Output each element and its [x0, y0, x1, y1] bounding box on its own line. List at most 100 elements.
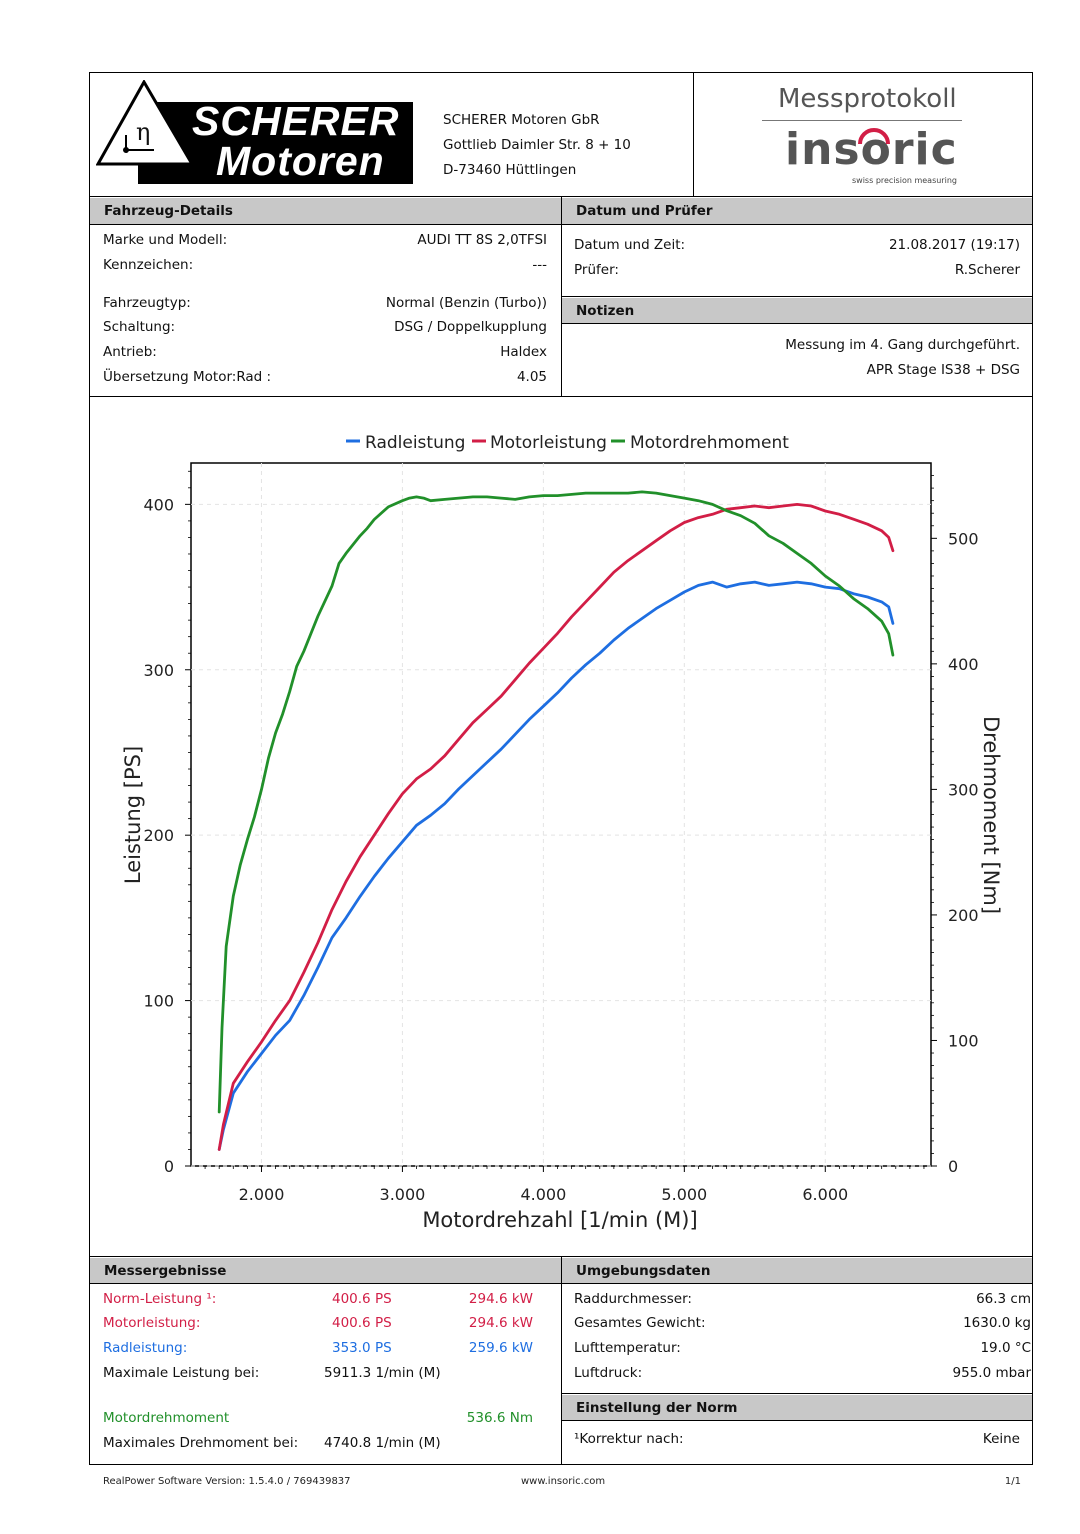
plot-area: [190, 462, 932, 1167]
env-value: 955.0 mbar: [952, 1365, 1031, 1381]
y2-axis-label: Drehmoment [Nm]: [979, 716, 1003, 914]
wheel-power-ps: 353.0 PS: [332, 1340, 392, 1356]
date-value: 21.08.2017 (19:17): [888, 237, 1020, 253]
address-line: Gottlieb Daimler Str. 8 + 10: [443, 137, 631, 153]
tester-value: R.Scherer: [954, 262, 1020, 278]
x-tick-label: 2.000: [239, 1185, 285, 1204]
divider: [561, 1393, 1033, 1394]
y2-tick-label: 400: [948, 655, 979, 674]
legend-motor: Motorleistung: [490, 433, 607, 453]
vehicle-value: DSG / Doppelkupplung: [394, 319, 547, 335]
y-tick-label: 400: [143, 495, 174, 514]
norm-value: Keine: [982, 1431, 1020, 1447]
vehicle-label: Schaltung:: [103, 319, 176, 335]
divider: [89, 396, 1033, 397]
vehicle-header: Fahrzeug-Details: [90, 198, 561, 225]
y-tick-label: 300: [143, 661, 174, 680]
vehicle-label: Kennzeichen:: [103, 257, 194, 273]
company-address: SCHERER Motoren GbR Gottlieb Daimler Str…: [443, 108, 631, 183]
vehicle-label: Übersetzung Motor:Rad :: [103, 369, 272, 385]
logo-symbol: η: [136, 118, 151, 146]
y2-tick-label: 0: [948, 1157, 958, 1176]
motor-power-ps: 400.6 PS: [332, 1315, 392, 1331]
insoric-logo-text: insoric: [785, 124, 958, 175]
vehicle-value: AUDI TT 8S 2,0TFSI: [417, 232, 547, 248]
torque-label: Motordrehmoment: [103, 1410, 230, 1426]
vehicle-value: Haldex: [500, 344, 547, 360]
document-title: Messprotokoll: [778, 84, 957, 114]
norm-label: ¹Korrektur nach:: [574, 1431, 684, 1447]
notes-header: Notizen: [562, 298, 1032, 324]
y-tick-label: 0: [164, 1157, 174, 1176]
page-number: 1/1: [1004, 1476, 1021, 1487]
vehicle-value: ---: [532, 257, 547, 273]
divider: [561, 1256, 562, 1465]
y2-tick-label: 200: [948, 906, 979, 925]
legend-torque: Motordrehmoment: [630, 433, 789, 453]
insoric-logo: insoric: [785, 124, 957, 175]
x-tick-label: 6.000: [802, 1185, 848, 1204]
y-axis-label: Leistung [PS]: [121, 746, 145, 884]
torque-value: 536.6 Nm: [466, 1410, 533, 1426]
env-label: Raddurchmesser:: [574, 1291, 692, 1307]
max-power-value: 5911.3 1/min (M): [324, 1365, 441, 1381]
grid: [191, 463, 931, 1167]
norm-power-kw: 294.6 kW: [468, 1291, 533, 1307]
y-tick-label: 200: [143, 826, 174, 845]
scherer-logo: η SCHERER Motoren: [96, 80, 416, 188]
motor-power-kw: 294.6 kW: [468, 1315, 533, 1331]
x-tick-label: 4.000: [520, 1185, 566, 1204]
logo-triangle-icon: [96, 80, 413, 184]
vehicle-value: Normal (Benzin (Turbo)): [385, 295, 547, 311]
brand-tagline: swiss precision measuring: [852, 176, 957, 185]
environment-header: Umgebungsdaten: [562, 1258, 1032, 1284]
power-torque-chart: Radleistung Motorleistung Motordrehmomen…: [121, 433, 1003, 1232]
legend-rad: Radleistung: [365, 433, 465, 453]
norm-power-ps: 400.6 PS: [332, 1291, 392, 1307]
env-value: 19.0 °C: [980, 1340, 1031, 1356]
wheel-power-kw: 259.6 kW: [468, 1340, 533, 1356]
vehicle-label: Fahrzeugtyp:: [103, 295, 191, 311]
series-lines: [217, 490, 895, 1151]
axis-ticks: 2.000 3.000 4.000 5.000 6.000 0 100 200 300 400 0 1…: [143, 470, 979, 1204]
wheel-power-label: Radleistung:: [103, 1340, 188, 1356]
x-tick-label: 5.000: [661, 1185, 707, 1204]
vehicle-value: 4.05: [516, 369, 547, 385]
address-line: SCHERER Motoren GbR: [443, 112, 600, 128]
series-radleistung: [217, 580, 895, 1151]
y2-tick-label: 500: [948, 529, 979, 548]
env-label: Lufttemperatur:: [574, 1340, 681, 1356]
series-motorleistung: [217, 503, 895, 1151]
software-version: RealPower Software Version: 1.5.4.0 / 76…: [103, 1476, 351, 1487]
website-link[interactable]: www.insoric.com: [521, 1476, 606, 1487]
brand-block: Messprotokoll insoric swiss precision me…: [740, 82, 985, 190]
notes-line: Messung im 4. Gang durchgeführt.: [785, 337, 1020, 353]
x-tick-label: 3.000: [380, 1185, 426, 1204]
motor-power-label: Motorleistung:: [103, 1315, 201, 1331]
norm-power-label: Norm-Leistung ¹:: [103, 1291, 217, 1307]
results-header: Messergebnisse: [90, 1258, 561, 1284]
tester-label: Prüfer:: [574, 262, 619, 278]
max-torque-label: Maximales Drehmoment bei:: [103, 1435, 299, 1451]
address-line: D-73460 Hüttlingen: [443, 162, 577, 178]
max-torque-value: 4740.8 1/min (M): [324, 1435, 441, 1451]
series-motordrehmoment: [217, 490, 895, 1114]
insoric-accent-icon: [858, 128, 890, 145]
logo-word-scherer: SCHERER: [192, 98, 400, 144]
divider: [693, 72, 694, 196]
y2-tick-label: 100: [948, 1031, 979, 1050]
y-tick-label: 100: [143, 992, 174, 1011]
y2-tick-label: 300: [948, 780, 979, 799]
env-value: 1630.0 kg: [963, 1315, 1031, 1331]
chart-legend: Radleistung Motorleistung Motordrehmomen…: [346, 433, 789, 453]
max-power-label: Maximale Leistung bei:: [103, 1365, 260, 1381]
norm-header: Einstellung der Norm: [562, 1395, 1032, 1421]
vehicle-label: Antrieb:: [103, 344, 157, 360]
vehicle-label: Marke und Modell:: [103, 232, 228, 248]
divider: [561, 296, 1033, 297]
env-value: 66.3 cm: [976, 1291, 1031, 1307]
brand-rule: [762, 120, 962, 121]
env-label: Luftdruck:: [574, 1365, 643, 1381]
logo-word-motoren: Motoren: [216, 138, 385, 184]
date-label: Datum und Zeit:: [574, 237, 686, 253]
